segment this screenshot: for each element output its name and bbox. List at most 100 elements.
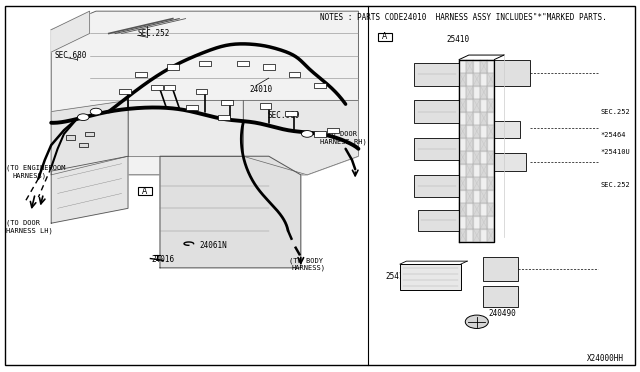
Bar: [66, 135, 75, 140]
Bar: [79, 143, 88, 147]
Bar: [237, 61, 249, 66]
Text: *25410U: *25410U: [600, 149, 630, 155]
Text: SEC.252: SEC.252: [600, 182, 630, 188]
Text: (TO BODY: (TO BODY: [289, 257, 323, 264]
Circle shape: [90, 108, 102, 115]
Bar: [314, 131, 326, 137]
Bar: [119, 89, 131, 94]
Polygon shape: [474, 99, 481, 112]
Polygon shape: [128, 100, 243, 156]
Polygon shape: [460, 125, 466, 138]
Polygon shape: [243, 100, 358, 175]
Bar: [494, 121, 520, 138]
Polygon shape: [474, 203, 481, 216]
Polygon shape: [474, 229, 481, 242]
Polygon shape: [488, 125, 495, 138]
Text: A: A: [382, 32, 387, 41]
Bar: [483, 257, 518, 281]
Text: (TO ENGINEROOM: (TO ENGINEROOM: [6, 165, 66, 171]
Polygon shape: [466, 138, 474, 151]
Polygon shape: [466, 164, 474, 177]
Polygon shape: [466, 86, 474, 99]
Text: NOTES : PARTS CODE24010  HARNESS ASSY INCLUDES"*"MARKED PARTS.: NOTES : PARTS CODE24010 HARNESS ASSY INC…: [320, 13, 607, 22]
Polygon shape: [481, 60, 488, 73]
Polygon shape: [466, 216, 474, 229]
Circle shape: [465, 315, 488, 328]
Polygon shape: [51, 11, 358, 175]
Text: 25419E: 25419E: [385, 272, 413, 280]
Polygon shape: [460, 203, 466, 216]
Text: HARNESS): HARNESS): [291, 264, 325, 271]
Polygon shape: [460, 99, 466, 112]
Bar: [418, 210, 460, 231]
Text: (TO DOOR: (TO DOOR: [6, 220, 40, 227]
Polygon shape: [474, 177, 481, 190]
Bar: [494, 60, 530, 86]
Bar: [415, 175, 460, 197]
Polygon shape: [460, 73, 466, 86]
Polygon shape: [460, 177, 466, 190]
Bar: [196, 89, 207, 94]
Bar: [135, 72, 147, 77]
Text: HARNESS LH): HARNESS LH): [6, 227, 53, 234]
Polygon shape: [460, 151, 466, 164]
Polygon shape: [488, 229, 495, 242]
Bar: [494, 153, 526, 171]
Text: SEC.680: SEC.680: [54, 51, 87, 60]
Polygon shape: [481, 216, 488, 229]
Polygon shape: [51, 156, 128, 223]
Bar: [138, 187, 152, 195]
Bar: [164, 85, 175, 90]
Bar: [415, 63, 460, 86]
Bar: [167, 64, 179, 70]
Bar: [378, 33, 392, 41]
Polygon shape: [160, 156, 301, 268]
Polygon shape: [474, 125, 481, 138]
Bar: [460, 60, 495, 242]
Text: HARNESS RH): HARNESS RH): [320, 138, 367, 145]
Bar: [289, 72, 300, 77]
Circle shape: [301, 131, 313, 137]
Polygon shape: [488, 73, 495, 86]
Text: HARNESS): HARNESS): [13, 172, 47, 179]
Text: 25410: 25410: [446, 35, 469, 44]
Text: 24010: 24010: [250, 85, 273, 94]
Polygon shape: [51, 11, 90, 52]
Text: 24061N: 24061N: [200, 241, 227, 250]
Bar: [415, 138, 460, 160]
Text: SEC.252: SEC.252: [138, 29, 170, 38]
Text: (TO DOOR: (TO DOOR: [323, 131, 357, 137]
Bar: [221, 100, 233, 105]
Bar: [151, 85, 163, 90]
Bar: [327, 128, 339, 133]
Polygon shape: [460, 229, 466, 242]
Bar: [260, 103, 271, 109]
Polygon shape: [481, 112, 488, 125]
Bar: [483, 286, 518, 307]
Polygon shape: [466, 112, 474, 125]
Polygon shape: [488, 151, 495, 164]
Text: *25464: *25464: [600, 132, 626, 138]
Text: X24000HH: X24000HH: [587, 354, 624, 363]
Polygon shape: [466, 60, 474, 73]
Bar: [199, 61, 211, 66]
Polygon shape: [481, 138, 488, 151]
Polygon shape: [488, 203, 495, 216]
Text: SEC.252: SEC.252: [600, 109, 630, 115]
Circle shape: [77, 114, 89, 121]
Bar: [400, 264, 461, 290]
Text: 240490: 240490: [488, 309, 516, 318]
Polygon shape: [488, 99, 495, 112]
Bar: [85, 132, 94, 136]
Polygon shape: [474, 151, 481, 164]
Text: A: A: [142, 187, 147, 196]
Polygon shape: [51, 100, 128, 175]
Polygon shape: [466, 190, 474, 203]
Bar: [186, 105, 198, 110]
Bar: [314, 83, 326, 88]
Polygon shape: [488, 177, 495, 190]
Polygon shape: [481, 86, 488, 99]
Bar: [218, 115, 230, 120]
Bar: [285, 111, 297, 116]
Text: SEC.969: SEC.969: [268, 111, 300, 120]
